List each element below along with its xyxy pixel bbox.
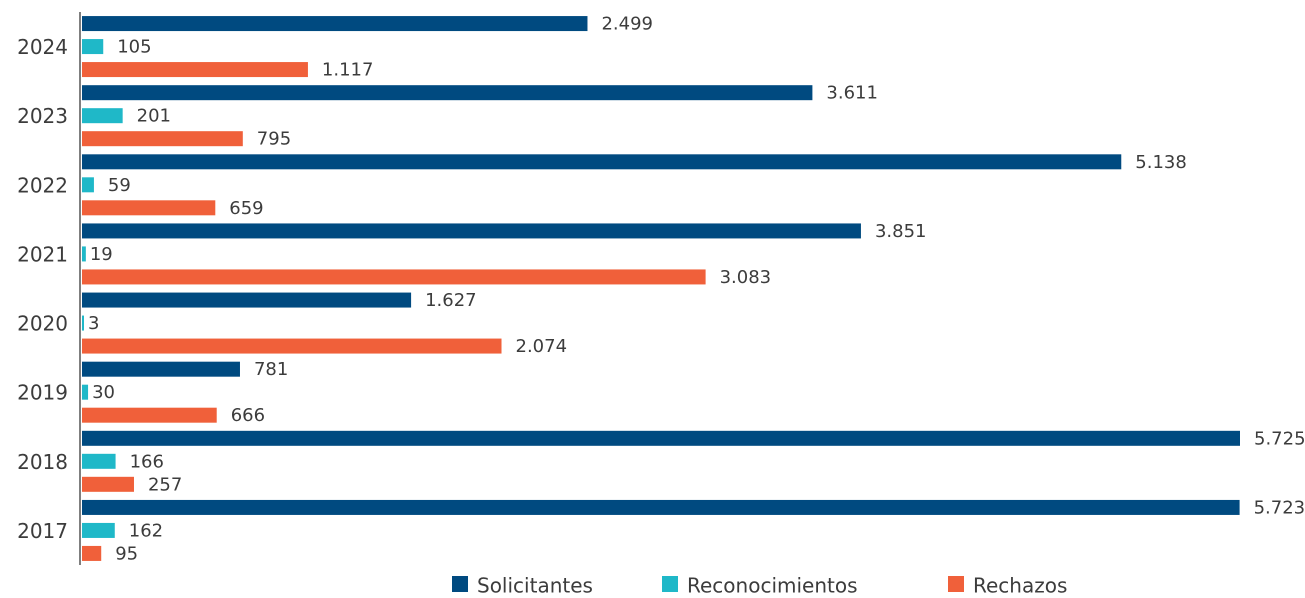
value-label: 781 [254, 359, 288, 380]
y-tick-label: 2018 [17, 450, 68, 474]
bar [82, 384, 89, 400]
value-label: 166 [130, 451, 164, 472]
value-label: 162 [129, 520, 163, 541]
value-label: 1.117 [322, 60, 374, 81]
bar [82, 499, 1240, 515]
bar [82, 315, 84, 331]
y-tick-label: 2020 [17, 312, 68, 336]
value-label: 5.723 [1254, 497, 1305, 518]
bar [82, 16, 588, 32]
legend-label: Rechazos [973, 574, 1067, 598]
value-label: 105 [117, 37, 151, 58]
value-label: 666 [231, 405, 265, 426]
bar [82, 522, 115, 538]
value-label: 1.627 [425, 290, 477, 311]
value-label: 5.725 [1254, 428, 1305, 449]
value-label: 3.083 [720, 267, 772, 288]
value-label: 2.499 [601, 14, 653, 35]
bar [82, 177, 94, 193]
bar [82, 407, 217, 423]
bar [82, 545, 102, 561]
bar [82, 108, 123, 124]
bar [82, 85, 813, 101]
value-label: 257 [148, 474, 182, 495]
bar [82, 361, 240, 377]
legend-label: Reconocimientos [687, 574, 858, 598]
value-label: 59 [108, 175, 131, 196]
legend-swatch [948, 576, 964, 592]
bar [82, 200, 216, 216]
legend-swatch [662, 576, 678, 592]
value-label: 95 [115, 543, 138, 564]
bar [82, 292, 412, 308]
value-label: 3.611 [826, 83, 878, 104]
value-label: 5.138 [1135, 152, 1187, 173]
bar [82, 246, 86, 262]
bar [82, 476, 134, 492]
value-label: 659 [229, 198, 263, 219]
value-label: 795 [257, 129, 291, 150]
bar [82, 453, 116, 469]
bar [82, 338, 502, 354]
y-tick-label: 2017 [17, 519, 68, 543]
bar [82, 430, 1240, 446]
y-tick-label: 2021 [17, 242, 68, 266]
bar [82, 39, 104, 55]
value-label: 2.074 [516, 336, 568, 357]
y-tick-label: 2022 [17, 173, 68, 197]
value-label: 3.851 [875, 221, 927, 242]
bar [82, 269, 706, 285]
y-tick-label: 2024 [17, 35, 68, 59]
value-label: 201 [137, 106, 171, 127]
y-tick-label: 2023 [17, 104, 68, 128]
bar [82, 62, 308, 78]
legend-label: Solicitantes [477, 574, 593, 598]
value-label: 19 [90, 244, 113, 265]
bar [82, 223, 861, 239]
value-label: 3 [88, 313, 99, 334]
bar [82, 131, 243, 147]
legend-swatch [452, 576, 468, 592]
bar [82, 154, 1122, 170]
y-tick-label: 2019 [17, 381, 68, 405]
value-label: 30 [92, 382, 115, 403]
